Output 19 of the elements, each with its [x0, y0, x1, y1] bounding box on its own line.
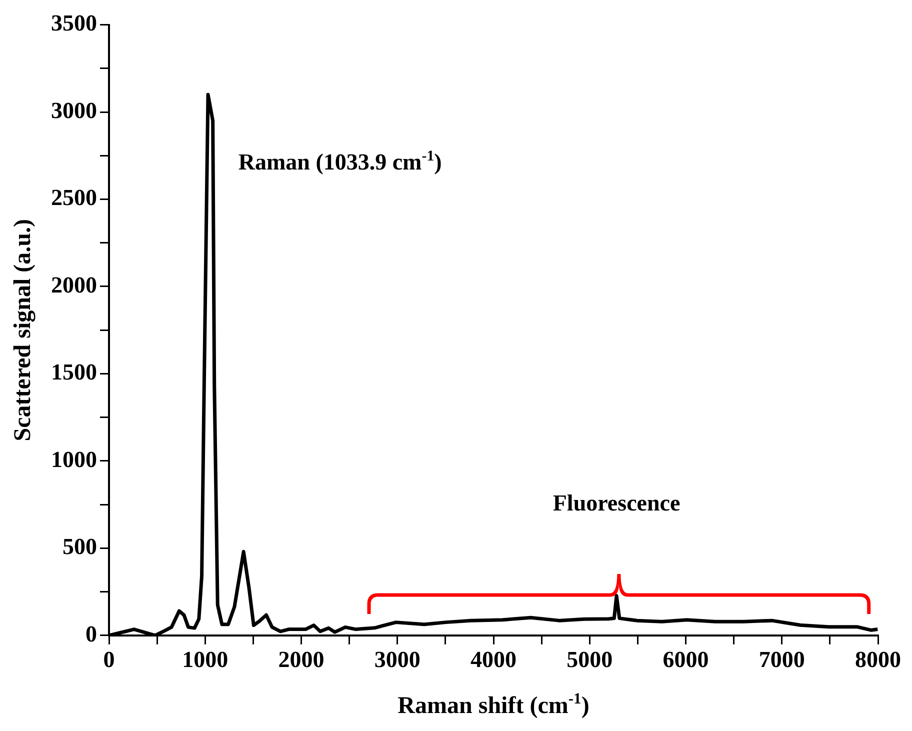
y-tick-label: 3500: [51, 10, 97, 36]
x-tick-label: 1000: [182, 647, 228, 672]
y-tick-label: 3000: [51, 98, 97, 123]
y-tick-label: 2500: [51, 185, 97, 210]
x-tick-label: 7000: [758, 647, 805, 672]
x-tick-label: 8000: [855, 647, 901, 672]
x-tick-label: 3000: [374, 647, 420, 672]
y-axis-title: Scattered signal (a.u.): [10, 218, 36, 442]
x-tick-label: 0: [103, 647, 115, 672]
annotation: Fluorescence: [552, 490, 680, 516]
y-tick-label: 1500: [51, 360, 97, 385]
y-tick-label: 2000: [51, 272, 97, 298]
x-tick-label: 6000: [662, 647, 709, 672]
x-tick-label: 5000: [566, 647, 613, 672]
x-tick-label: 4000: [470, 647, 516, 672]
y-tick-label: 1000: [51, 446, 97, 472]
y-tick-label: 0: [86, 621, 97, 646]
y-tick-label: 500: [62, 534, 97, 560]
x-tick-label: 2000: [278, 647, 324, 672]
